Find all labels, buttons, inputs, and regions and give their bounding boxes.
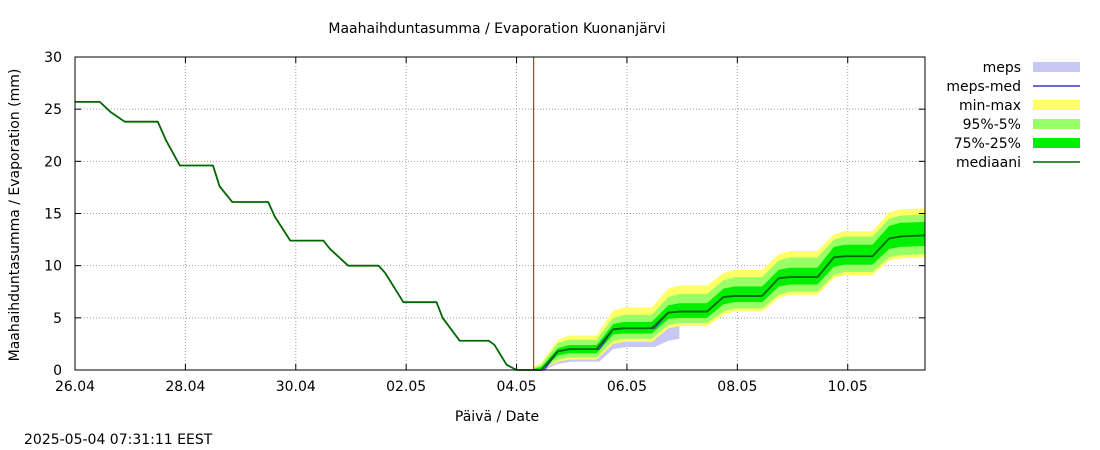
x-axis-ticks: 26.04 28.04 30.04 02.05 04.05 06.05 08.05 10.05 <box>55 57 868 395</box>
legend-swatch-min_max <box>1033 100 1080 110</box>
x-tick-label: 06.05 <box>607 379 647 395</box>
x-tick-label: 26.04 <box>55 379 95 395</box>
y-axis-label: Maahaihduntasumma / Evaporation (mm) <box>7 69 23 362</box>
legend-label-p95_5: 95%-5% <box>963 117 1021 133</box>
grid-lines <box>75 57 925 370</box>
x-tick-label: 08.05 <box>717 379 757 395</box>
x-tick-label: 02.05 <box>386 379 426 395</box>
legend-label-meps_med: meps-med <box>946 79 1021 95</box>
x-tick-label: 10.05 <box>828 379 868 395</box>
y-tick-label: 30 <box>44 50 62 66</box>
series-lines-layer <box>75 100 926 371</box>
chart-title: Maahaihduntasumma / Evaporation Kuonanjä… <box>328 21 665 37</box>
y-tick-label: 20 <box>44 154 62 170</box>
history-median-line <box>75 100 534 371</box>
legend-label-min_max: min-max <box>959 98 1021 114</box>
x-tick-label: 28.04 <box>165 379 205 395</box>
x-axis-label: Päivä / Date <box>455 409 539 425</box>
y-tick-label: 25 <box>44 102 62 118</box>
legend: meps meps-med min-max 95%-5% 75%-25% mediaani <box>946 60 1080 171</box>
y-tick-label: 0 <box>53 363 62 379</box>
x-tick-label: 04.05 <box>497 379 537 395</box>
legend-label-median: mediaani <box>956 155 1021 171</box>
forecast-bands-layer <box>533 208 925 370</box>
legend-label-meps: meps <box>983 60 1021 76</box>
timestamp: 2025-05-04 07:31:11 EEST <box>24 432 213 448</box>
x-tick-label: 30.04 <box>276 379 316 395</box>
y-tick-label: 10 <box>44 259 62 275</box>
forecast-median-line <box>533 234 926 371</box>
y-tick-label: 15 <box>44 207 62 223</box>
legend-swatch-meps <box>1033 62 1080 72</box>
legend-swatch-p75_25 <box>1033 138 1080 148</box>
plot-frame <box>74 56 926 371</box>
legend-label-p75_25: 75%-25% <box>954 136 1021 152</box>
meps-median-line <box>533 310 680 371</box>
y-tick-label: 5 <box>53 311 62 327</box>
legend-swatch-p95_5 <box>1033 119 1080 129</box>
y-axis-ticks: 0 5 10 15 20 25 30 <box>44 50 925 379</box>
